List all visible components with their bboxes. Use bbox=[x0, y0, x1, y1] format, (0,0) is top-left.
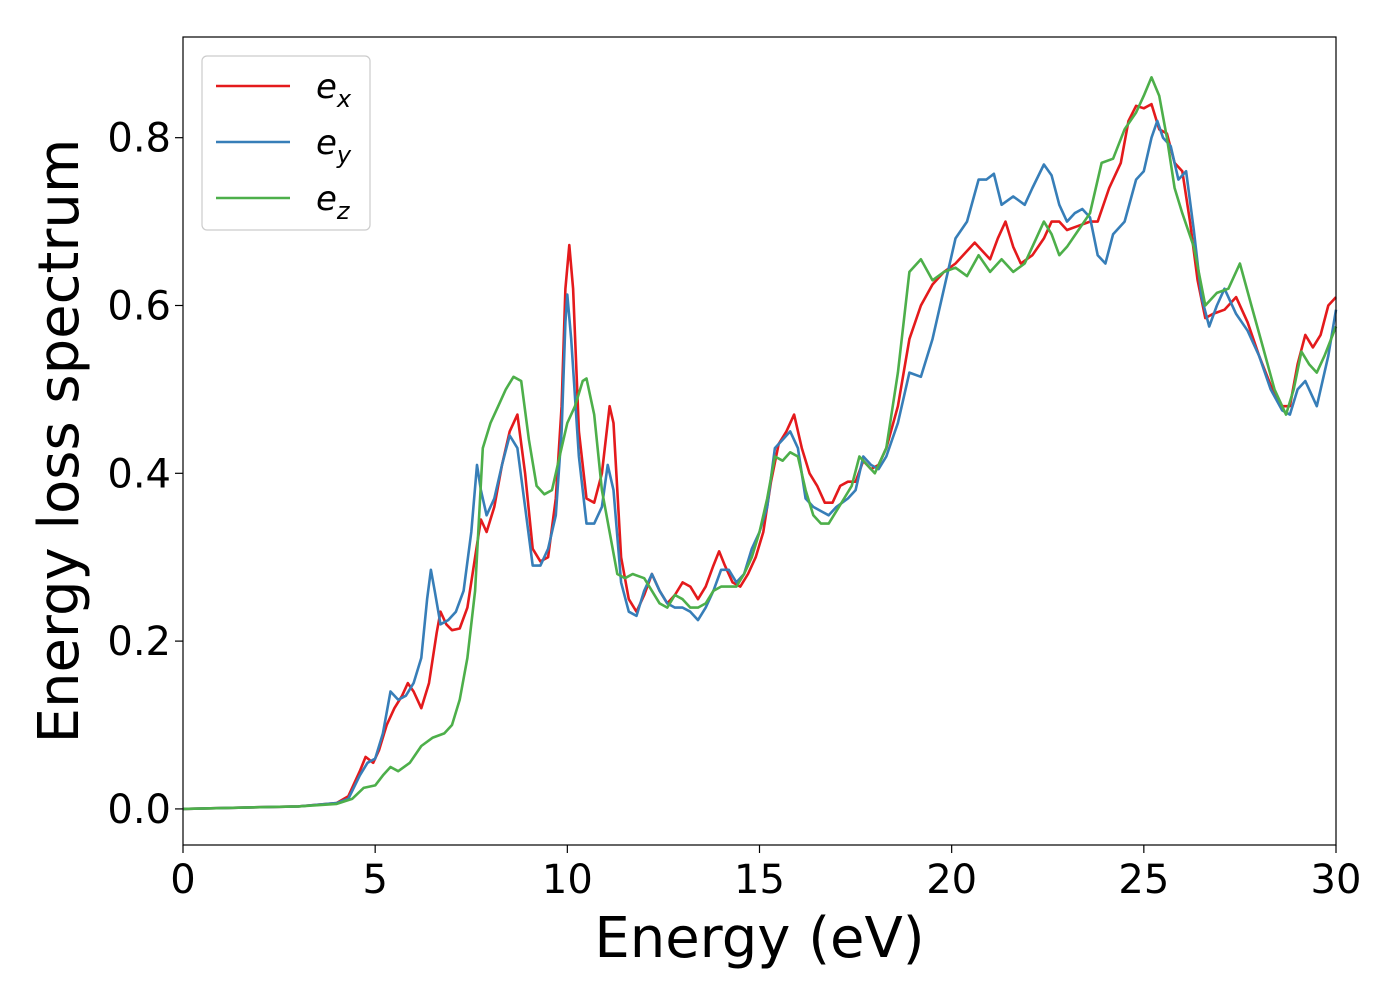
tick-layer: 0 5 10 15 20 25 30 0.0 0.2 0.4 0.6 0.8 bbox=[107, 116, 1361, 903]
x-tick-label: 15 bbox=[734, 857, 785, 903]
x-tick-label: 20 bbox=[926, 857, 977, 903]
y-tick-label: 0.0 bbox=[107, 787, 171, 833]
x-tick-label: 25 bbox=[1118, 857, 1169, 903]
x-tick-label: 5 bbox=[362, 857, 387, 903]
y-tick-label: 0.6 bbox=[107, 283, 171, 329]
series-layer bbox=[182, 76, 1338, 811]
series-line-z bbox=[182, 76, 1338, 811]
x-tick-label: 0 bbox=[170, 857, 195, 903]
x-axis-label: Energy (eV) bbox=[594, 906, 924, 971]
legend-label-z: ez bbox=[316, 179, 351, 225]
y-tick-label: 0.8 bbox=[107, 116, 171, 162]
legend-label-x: ex bbox=[316, 67, 352, 113]
y-axis-label: Energy loss spectrum bbox=[27, 139, 92, 744]
x-tick-label: 10 bbox=[542, 857, 593, 903]
legend-label-y: ey bbox=[316, 123, 352, 169]
x-tick-label: 30 bbox=[1311, 857, 1362, 903]
y-tick-label: 0.4 bbox=[107, 451, 171, 497]
legend: ex ey ez bbox=[201, 55, 371, 231]
y-tick-label: 0.2 bbox=[107, 619, 171, 665]
